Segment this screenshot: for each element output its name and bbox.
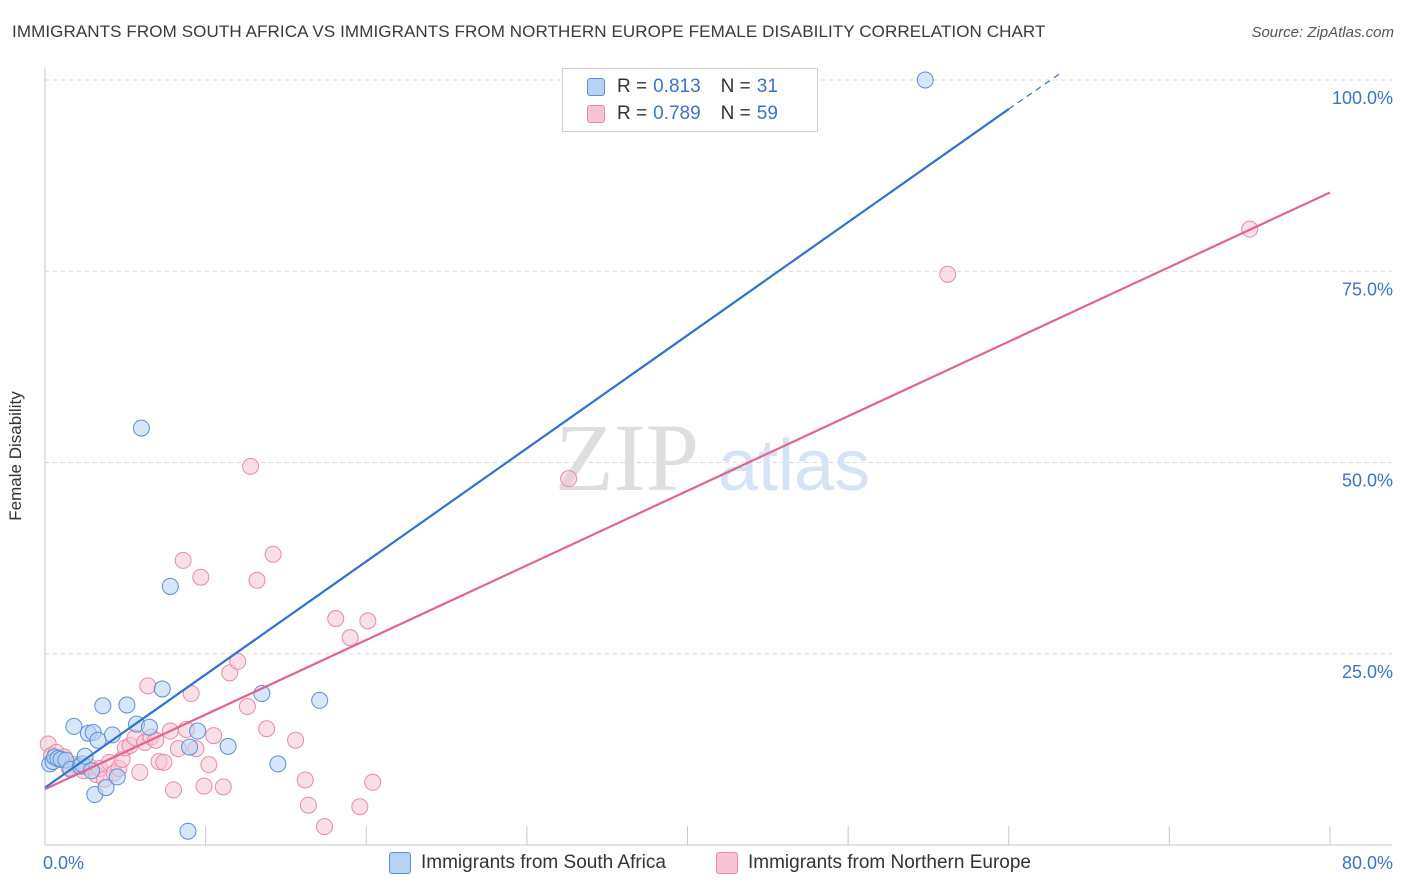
data-point-northern-europe bbox=[242, 457, 260, 475]
y-tick-label: 100.0% bbox=[1332, 88, 1393, 108]
data-point-northern-europe bbox=[258, 720, 276, 738]
data-point-northern-europe bbox=[155, 753, 173, 771]
x-tick-label: 0.0% bbox=[43, 853, 84, 873]
data-point-south-africa bbox=[153, 680, 171, 698]
bottom-legend-label: Immigrants from Northern Europe bbox=[748, 852, 1031, 873]
data-point-south-africa bbox=[311, 691, 329, 709]
data-point-northern-europe bbox=[195, 777, 213, 795]
data-point-northern-europe bbox=[238, 698, 256, 716]
data-point-northern-europe bbox=[205, 727, 223, 745]
legend-swatch-blue bbox=[587, 78, 605, 96]
correlation-legend: R = 0.813 N = 31 R = 0.789 N = 59 bbox=[562, 68, 818, 132]
data-point-northern-europe bbox=[131, 763, 149, 781]
trend-line-south-africa bbox=[44, 108, 1010, 789]
data-point-northern-europe bbox=[248, 571, 266, 589]
y-axis-label: Female Disability bbox=[6, 391, 25, 521]
data-point-south-africa bbox=[219, 737, 237, 755]
data-point-south-africa bbox=[118, 696, 136, 714]
data-point-northern-europe bbox=[174, 551, 192, 569]
bottom-legend-swatch-blue bbox=[389, 852, 411, 874]
data-point-south-africa bbox=[65, 717, 83, 735]
data-point-south-africa bbox=[181, 738, 199, 756]
data-point-northern-europe bbox=[364, 773, 382, 791]
legend-r-label: R = bbox=[617, 103, 648, 124]
legend-n-value: 31 bbox=[756, 76, 778, 97]
y-tick-label: 50.0% bbox=[1342, 471, 1393, 491]
data-point-south-africa bbox=[189, 722, 207, 740]
bottom-legend-swatch-pink bbox=[716, 852, 738, 874]
trend-line-northern-europe bbox=[44, 191, 1331, 791]
legend-n-value: 59 bbox=[756, 103, 778, 124]
data-point-northern-europe bbox=[299, 796, 317, 814]
data-point-northern-europe bbox=[139, 677, 157, 695]
grid bbox=[45, 79, 1392, 655]
data-point-south-africa bbox=[76, 747, 94, 765]
data-point-south-africa bbox=[94, 697, 112, 715]
data-point-south-africa bbox=[132, 419, 150, 437]
legend-n-label: N = bbox=[720, 103, 751, 124]
bottom-legend-northern-europe: Immigrants from Northern Europe bbox=[716, 852, 1031, 874]
legend-r-value: 0.813 bbox=[653, 76, 701, 97]
data-point-northern-europe bbox=[165, 781, 182, 799]
watermark-zip: ZIP bbox=[555, 404, 699, 511]
legend-row-south-africa: R = 0.813 N = 31 bbox=[587, 74, 778, 100]
data-point-northern-europe bbox=[200, 756, 218, 774]
data-point-northern-europe bbox=[359, 612, 377, 630]
data-point-northern-europe bbox=[341, 629, 359, 647]
data-point-northern-europe bbox=[192, 568, 210, 586]
bottom-legend-south-africa: Immigrants from South Africa bbox=[389, 852, 666, 874]
data-point-south-africa bbox=[108, 768, 126, 786]
data-point-south-africa bbox=[179, 822, 197, 840]
y-tick-label: 75.0% bbox=[1342, 279, 1393, 299]
legend-r-value: 0.789 bbox=[653, 103, 701, 124]
data-point-northern-europe bbox=[264, 545, 282, 563]
data-point-south-africa bbox=[97, 779, 115, 797]
data-point-northern-europe bbox=[327, 610, 345, 628]
x-tick-label: 80.0% bbox=[1342, 853, 1393, 873]
data-point-northern-europe bbox=[214, 778, 232, 796]
tick-labels: 25.0% 50.0% 75.0% 100.0% 0.0% 80.0% bbox=[43, 88, 1393, 873]
data-point-northern-europe bbox=[315, 818, 333, 836]
legend-row-northern-europe: R = 0.789 N = 59 bbox=[587, 101, 778, 127]
data-point-northern-europe bbox=[939, 265, 957, 283]
data-point-northern-europe bbox=[287, 731, 305, 749]
data-point-northern-europe bbox=[229, 652, 247, 670]
chart-title: IMMIGRANTS FROM SOUTH AFRICA VS IMMIGRAN… bbox=[12, 22, 1046, 41]
data-point-northern-europe bbox=[351, 798, 369, 816]
trend-lines bbox=[44, 71, 1331, 791]
y-tick-label: 25.0% bbox=[1342, 662, 1393, 682]
data-point-northern-europe bbox=[560, 470, 578, 488]
chart-source: Source: ZipAtlas.com bbox=[1251, 24, 1394, 41]
data-point-south-africa bbox=[269, 755, 287, 773]
data-point-south-africa bbox=[916, 71, 934, 89]
data-point-south-africa bbox=[140, 718, 158, 736]
bottom-legend-label: Immigrants from South Africa bbox=[421, 852, 666, 873]
legend-swatch-pink bbox=[587, 105, 605, 123]
data-point-northern-europe bbox=[296, 771, 314, 789]
watermark: ZIP atlas bbox=[555, 404, 870, 511]
series-south-africa-points bbox=[41, 71, 934, 840]
legend-r-label: R = bbox=[617, 76, 648, 97]
trend-line-south-africa-extension bbox=[1008, 71, 1063, 110]
data-point-south-africa bbox=[161, 577, 179, 595]
axes bbox=[44, 68, 1392, 846]
legend-n-label: N = bbox=[720, 76, 751, 97]
